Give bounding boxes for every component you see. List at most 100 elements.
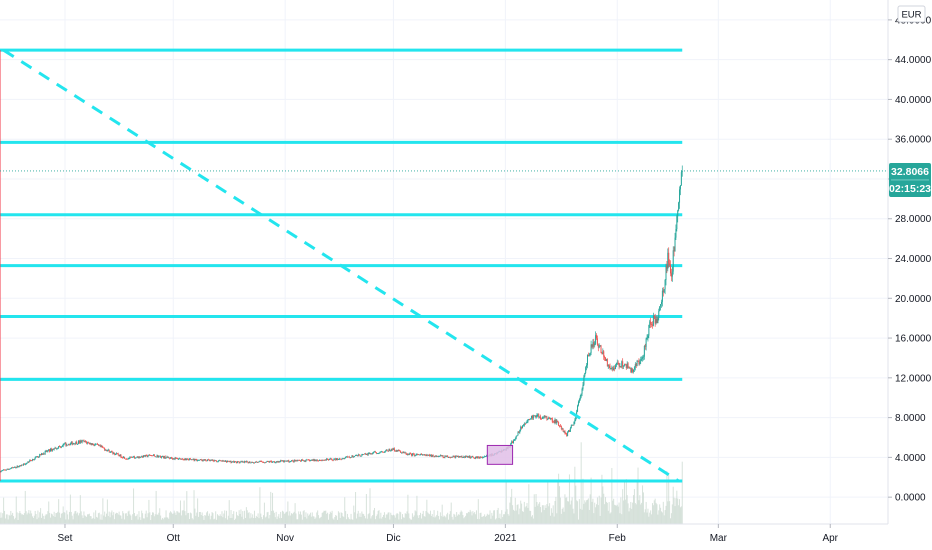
candle-body xyxy=(442,455,444,458)
candle-body xyxy=(202,459,204,461)
candle xyxy=(378,452,380,454)
candle-body xyxy=(268,461,270,463)
volume-bar xyxy=(592,498,594,524)
y-tick-label: 0.0000 xyxy=(895,493,926,504)
candle-body xyxy=(613,368,615,371)
candle xyxy=(336,458,338,461)
candle-body xyxy=(275,461,277,463)
candle xyxy=(266,460,268,462)
candle-body xyxy=(168,457,170,459)
candle xyxy=(103,447,105,449)
volume-bar xyxy=(377,510,379,524)
candle xyxy=(407,453,409,456)
volume-bar xyxy=(8,514,10,524)
candle xyxy=(559,424,561,427)
candle-body xyxy=(393,448,395,451)
candle-body xyxy=(122,457,124,459)
volume-bar xyxy=(516,504,518,524)
candle-body xyxy=(626,363,628,368)
candle-body xyxy=(38,456,40,458)
drawing-overlays[interactable] xyxy=(0,48,680,483)
candle xyxy=(401,451,403,454)
candle-body xyxy=(642,357,644,359)
volume-bar xyxy=(216,519,218,524)
candle-body xyxy=(456,455,458,457)
x-tick-label: Feb xyxy=(609,533,627,544)
volume-bar xyxy=(435,516,437,524)
volume-bar xyxy=(129,514,131,524)
volume-bar xyxy=(241,516,243,524)
time-axis[interactable]: Set Ott Nov Dic 2021 Feb Mar Apr xyxy=(57,524,839,544)
volume-bar xyxy=(410,519,412,524)
volume-bar xyxy=(77,512,79,524)
candle-body xyxy=(312,459,314,461)
candle-body xyxy=(35,456,37,458)
volume-bar xyxy=(85,516,87,524)
volume-bar xyxy=(486,513,488,524)
candle xyxy=(558,421,560,427)
candle xyxy=(350,457,352,458)
candle-body xyxy=(390,450,392,452)
candle-body xyxy=(581,388,583,394)
candle-body xyxy=(573,421,575,426)
candle xyxy=(551,417,553,424)
volume-bar xyxy=(579,508,581,524)
candle xyxy=(16,465,18,469)
candle xyxy=(577,404,579,413)
candle-body xyxy=(338,458,340,460)
candle-body xyxy=(361,454,363,457)
candle xyxy=(169,457,171,460)
candle xyxy=(536,413,538,418)
candle xyxy=(183,458,185,461)
candle-body xyxy=(647,335,649,338)
candle xyxy=(481,456,483,459)
candle-body xyxy=(605,359,607,361)
candle xyxy=(586,362,588,371)
candle xyxy=(130,456,132,458)
volume-bar xyxy=(675,498,677,524)
candle-body xyxy=(607,364,609,367)
volume-bar xyxy=(527,507,529,524)
candle xyxy=(466,455,468,458)
candle-body xyxy=(549,417,551,419)
volume-bar xyxy=(499,513,501,524)
candle-body xyxy=(578,399,580,402)
candle xyxy=(41,453,43,455)
currency-badge[interactable]: EUR xyxy=(897,5,926,23)
candle xyxy=(63,443,65,446)
candle xyxy=(31,459,33,462)
candle-body xyxy=(554,419,556,424)
volume-bar xyxy=(174,512,176,524)
candle-body xyxy=(535,416,537,417)
volume-bar xyxy=(467,511,469,524)
volume-bar xyxy=(628,511,630,524)
candle-body xyxy=(150,455,152,456)
volume-bar xyxy=(384,517,386,524)
candle xyxy=(646,334,648,340)
candle-body xyxy=(590,344,592,353)
candle xyxy=(406,453,408,456)
candle xyxy=(242,460,244,463)
volume-bar xyxy=(445,517,447,524)
volume-bar xyxy=(395,514,397,524)
candle xyxy=(653,314,655,320)
candle-body xyxy=(260,461,262,462)
volume-bar xyxy=(274,517,276,524)
candle-body xyxy=(193,459,195,461)
volume-bar xyxy=(466,513,468,524)
candle xyxy=(328,458,330,461)
candle-body xyxy=(533,415,535,417)
candle-body xyxy=(399,450,401,452)
volume-bar xyxy=(222,517,224,524)
volume-bar xyxy=(580,442,582,524)
candle xyxy=(542,416,544,420)
candle-body xyxy=(210,460,212,461)
candle xyxy=(525,421,527,424)
candle xyxy=(471,455,473,458)
volume-bar xyxy=(459,512,461,524)
candle-body xyxy=(420,454,422,455)
candle xyxy=(0,470,2,473)
volume-bar xyxy=(79,495,81,524)
candle-body xyxy=(183,459,185,461)
